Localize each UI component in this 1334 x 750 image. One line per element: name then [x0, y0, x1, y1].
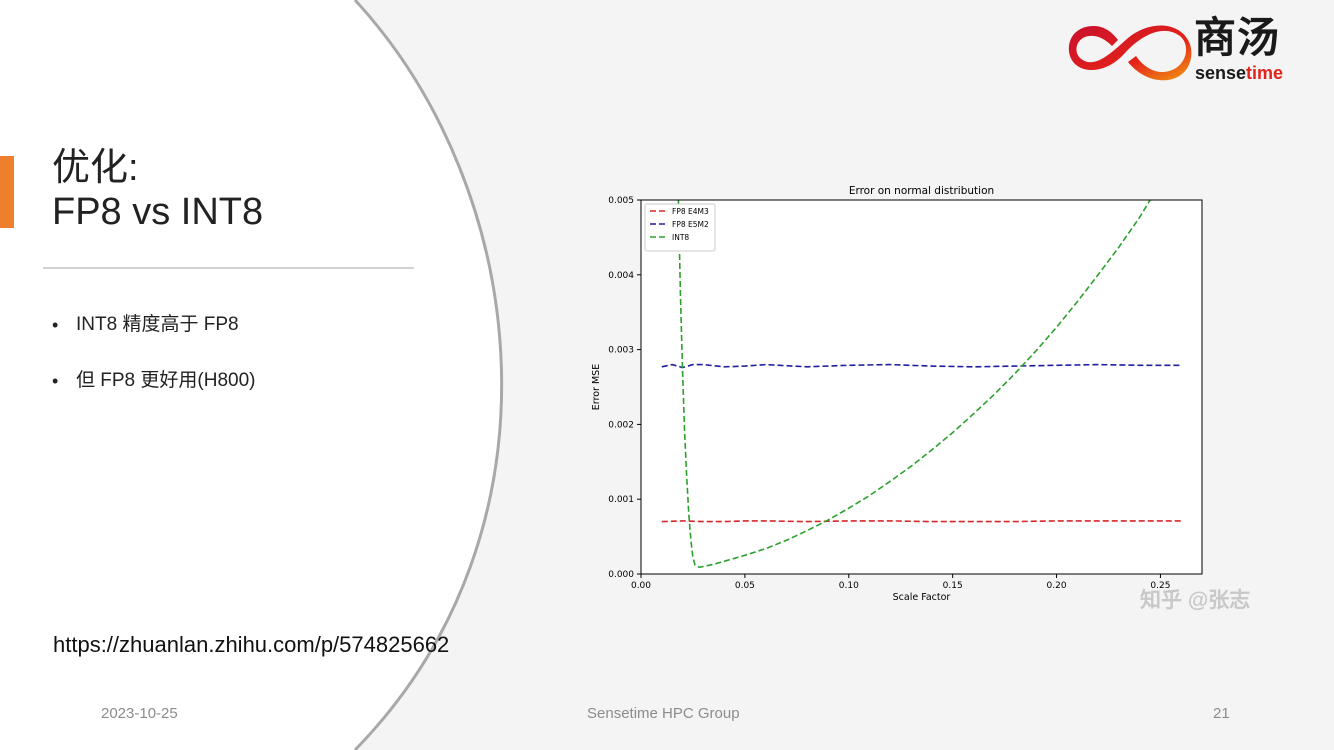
logo-english-text: sensetime — [1195, 63, 1283, 83]
bullet-item: • INT8 精度高于 FP8 — [52, 313, 255, 337]
y-tick-label: 0.001 — [608, 495, 634, 505]
x-axis-label: Scale Factor — [893, 592, 951, 603]
logo-english-highlight: time — [1246, 63, 1284, 83]
x-tick-label: 0.15 — [943, 581, 963, 591]
slide-title-line-2: FP8 vs INT8 — [52, 191, 264, 233]
y-tick-label: 0.005 — [608, 196, 634, 206]
footer-date: 2023-10-25 — [101, 705, 178, 722]
bullet-dot-icon: • — [52, 371, 59, 391]
accent-bar — [0, 156, 14, 228]
x-tick-label: 0.05 — [735, 581, 755, 591]
error-chart: 0.00 0.05 0.10 0.15 0.20 0.25 0.000 0.001 0.002 0… — [591, 185, 1203, 603]
y-tick-label: 0.003 — [608, 346, 634, 356]
sensetime-logo: 商汤 sensetime — [1064, 14, 1300, 84]
title-divider — [43, 267, 414, 269]
x-tick-label: 0.10 — [839, 581, 859, 591]
slide-title: 优化: FP8 vs INT8 — [52, 146, 263, 234]
plot-frame — [640, 199, 1203, 575]
bullet-item: • 但 FP8 更好用(H800) — [52, 369, 255, 393]
bullet-text: 但 FP8 更好用(H800) — [76, 370, 256, 391]
y-tick-label: 0.002 — [608, 420, 634, 430]
x-tick-label: 0.00 — [631, 581, 651, 591]
legend-label: INT8 — [672, 233, 689, 242]
x-tick-label: 0.25 — [1150, 581, 1170, 591]
y-axis-label: Error MSE — [591, 364, 602, 410]
infinity-logo-icon — [1068, 25, 1192, 81]
footer-group: Sensetime HPC Group — [587, 705, 740, 722]
watermark: 知乎 @张志 — [1140, 589, 1251, 612]
legend-box — [644, 203, 716, 252]
logo-chinese-text: 商汤 — [1194, 14, 1281, 61]
bullet-list: • INT8 精度高于 FP8 • 但 FP8 更好用(H800) — [52, 313, 255, 425]
y-tick-label: 0.004 — [608, 271, 634, 281]
slide-title-line-1: 优化: — [52, 147, 139, 189]
series-line — [677, 200, 1151, 569]
y-tick-label: 0.000 — [608, 570, 634, 580]
source-link[interactable]: https://zhuanlan.zhihu.com/p/574825662 — [53, 632, 450, 657]
bullet-text: INT8 精度高于 FP8 — [76, 314, 239, 335]
series-line — [661, 520, 1182, 523]
logo-english-prefix: sense — [1195, 63, 1247, 83]
bullet-dot-icon: • — [52, 315, 59, 335]
chart-title: Error on normal distribution — [849, 185, 994, 197]
page-number: 21 — [1213, 705, 1230, 722]
x-tick-label: 0.20 — [1047, 581, 1067, 591]
legend-label: FP8 E5M2 — [672, 220, 709, 229]
legend-label: FP8 E4M3 — [672, 207, 709, 216]
plot-area — [641, 200, 1202, 574]
series-line — [661, 363, 1182, 369]
